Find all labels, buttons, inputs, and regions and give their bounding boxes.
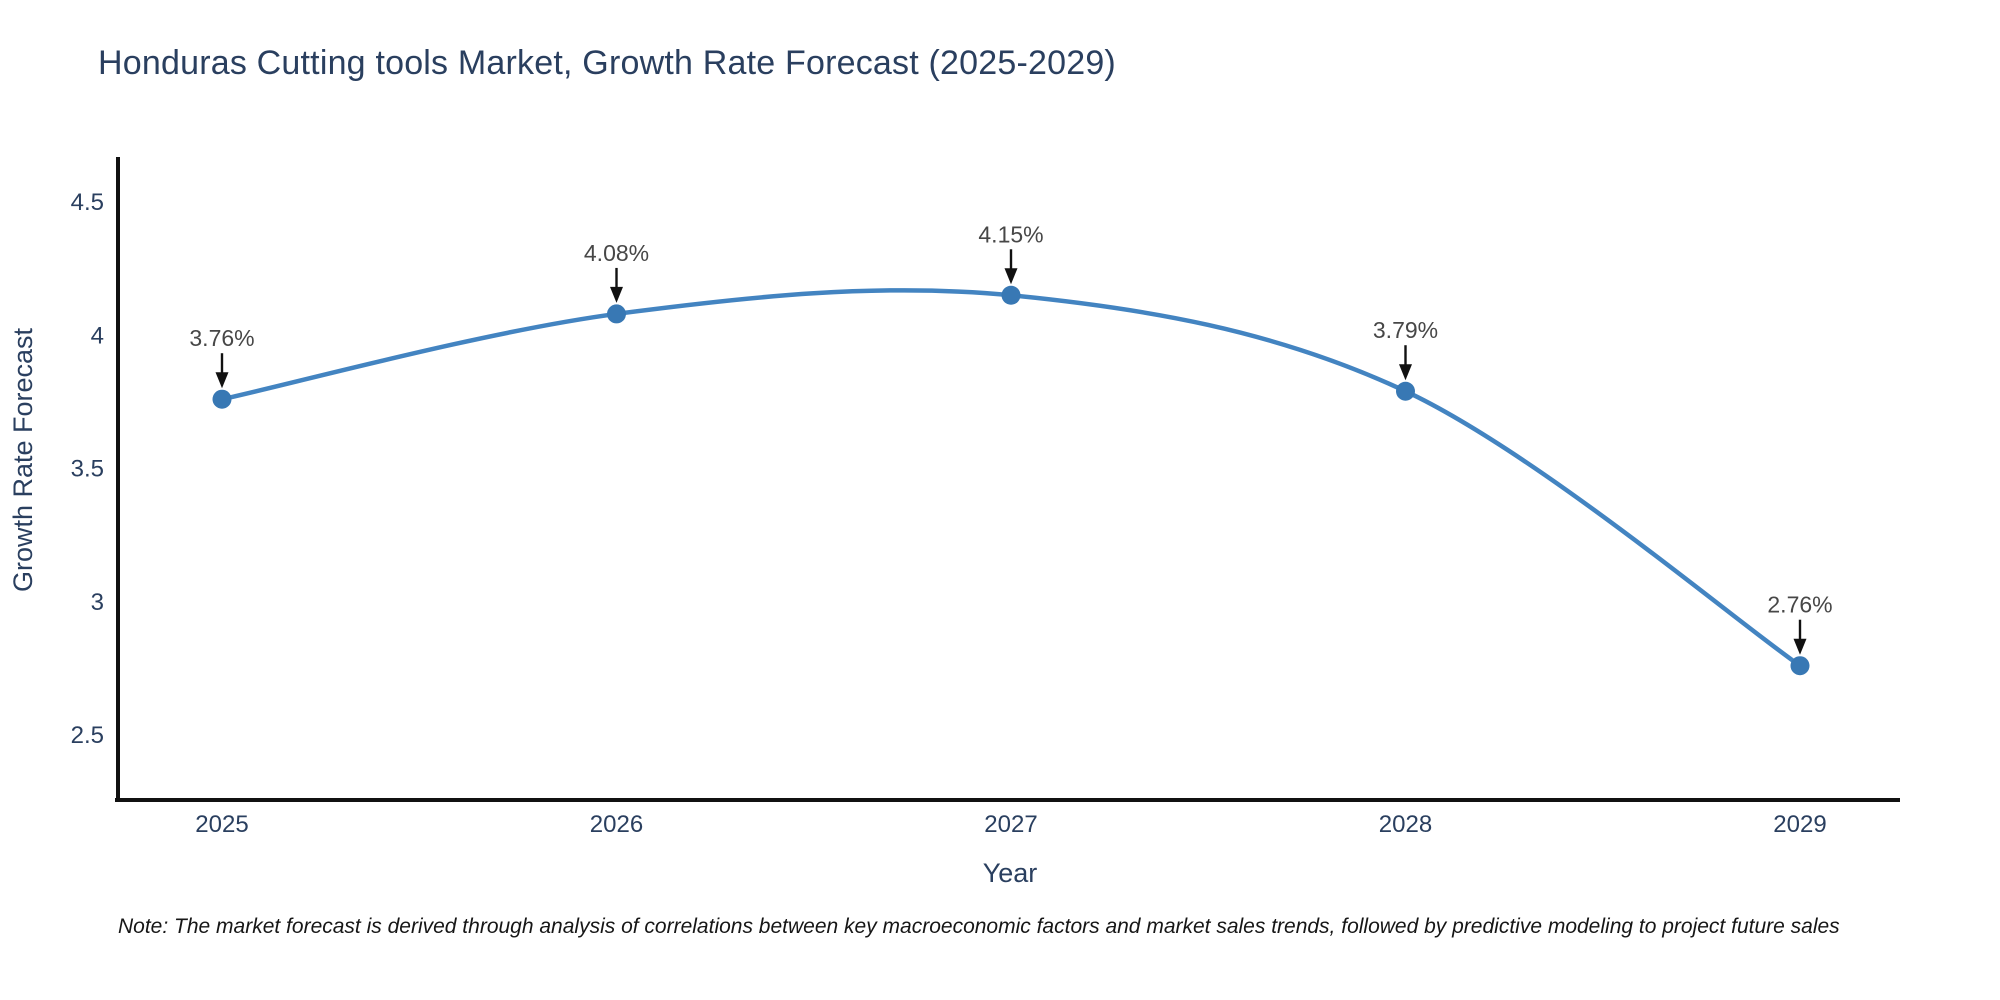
data-point-marker <box>607 304 626 324</box>
data-point-label: 4.08% <box>584 240 649 266</box>
data-point-marker <box>212 389 232 409</box>
y-tick-label: 4 <box>91 322 104 349</box>
series-line <box>219 288 1803 668</box>
annotation-arrowhead <box>1399 364 1412 381</box>
data-point-label: 3.76% <box>189 325 254 351</box>
y-tick-label: 3 <box>91 589 104 616</box>
x-tick-label: 2029 <box>1773 811 1826 838</box>
footnote: Note: The market forecast is derived thr… <box>118 915 1840 938</box>
data-point-label: 4.15% <box>978 221 1043 247</box>
y-axis-title: Growth Rate Forecast <box>8 327 38 593</box>
annotation-arrowhead <box>215 372 229 389</box>
y-tick-label: 2.5 <box>71 722 104 749</box>
y-tick-label: 4.5 <box>71 189 104 216</box>
annotation-arrowhead <box>1004 268 1018 285</box>
annotation-arrowhead <box>1793 638 1807 655</box>
data-point-label: 3.79% <box>1373 317 1438 343</box>
y-tick-label: 3.5 <box>71 456 104 483</box>
data-point-marker <box>1001 285 1021 305</box>
data-point-label: 2.76% <box>1767 592 1832 618</box>
x-tick-label: 2026 <box>590 811 643 838</box>
chart-title: Honduras Cutting tools Market, Growth Ra… <box>98 44 1116 82</box>
x-tick-label: 2028 <box>1379 811 1432 838</box>
data-point-marker <box>1396 381 1415 401</box>
data-point-marker <box>1790 656 1810 676</box>
x-tick-label: 2027 <box>984 811 1037 838</box>
x-axis-title: Year <box>982 858 1038 888</box>
x-tick-label: 2025 <box>195 811 248 838</box>
annotation-arrowhead <box>610 286 623 303</box>
